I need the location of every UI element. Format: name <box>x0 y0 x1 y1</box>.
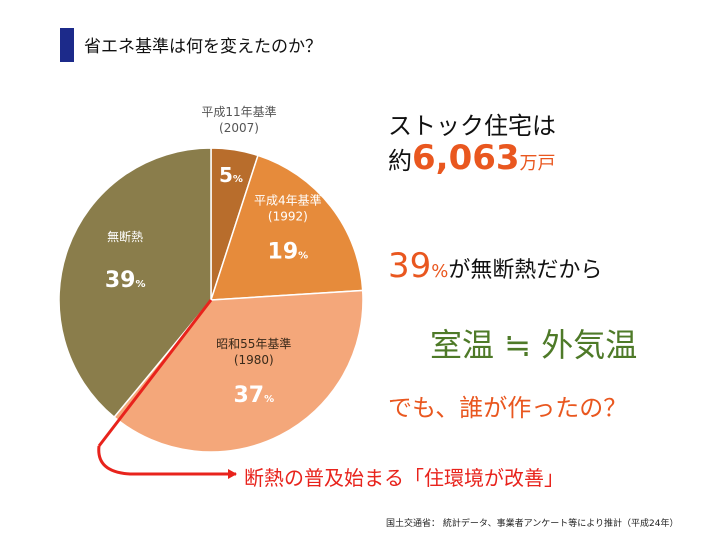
insulation-boundary-line <box>97 299 213 447</box>
stock-count: 約6,063万戸 <box>388 138 556 178</box>
pie-labels: 平成11年基準(2007)5%平成4年基準(1992)19%昭和55年基準(19… <box>105 104 322 408</box>
uninsulated-share-number: 39 <box>388 246 432 286</box>
annotation-text: 断熱の普及始まる「住環境が改善」 <box>244 466 564 490</box>
pie-slices <box>58 147 364 453</box>
uninsulated-share-text: が無断熱だから <box>448 258 603 283</box>
pie-slice <box>113 289 364 453</box>
stock-heading: ストック住宅は <box>388 112 556 140</box>
stock-count-number: 6,063 <box>412 138 520 178</box>
pie-slice <box>209 154 364 301</box>
source-note: 国土交通省： 統計データ、事業者アンケート等により推計（平成24年） <box>386 519 679 529</box>
pie-slice-label: 平成11年基準(2007) <box>201 104 276 135</box>
uninsulated-share: 39%が無断熱だから <box>388 246 602 286</box>
annotation-arrow <box>97 445 237 479</box>
pie-slice-label: 昭和55年基準(1980) <box>216 336 291 367</box>
page-title: 省エネ基準は何を変えたのか？ <box>84 37 322 57</box>
pie-slice-label: 無断熱 <box>107 229 143 244</box>
stock-count-prefix: 約 <box>388 147 412 175</box>
temperature-statement: 室温 ≒ 外気温 <box>430 326 638 364</box>
question-text: でも、誰が作ったの？ <box>388 394 628 422</box>
stock-count-unit: 万戸 <box>519 153 556 174</box>
pie-slice <box>58 147 212 419</box>
title-accent-bar <box>60 28 74 62</box>
pie-slice-label: 平成4年基準(1992) <box>254 192 322 223</box>
uninsulated-share-unit: % <box>431 261 449 282</box>
